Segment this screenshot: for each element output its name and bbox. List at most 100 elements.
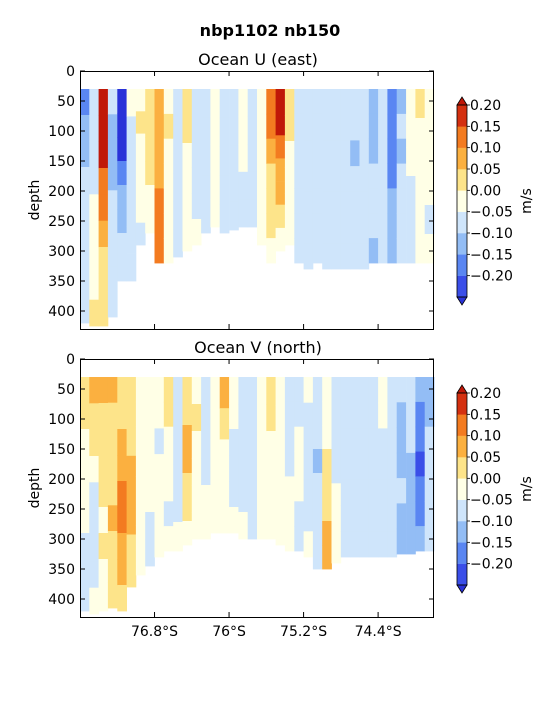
heatmap-cell: [89, 377, 99, 404]
colorbar-segment: [457, 105, 467, 127]
heatmap-cell: [322, 89, 332, 116]
heatmap-cell: [154, 238, 165, 264]
heatmap-cell: [219, 175, 230, 205]
heatmap-cell: [145, 512, 155, 540]
heatmap-cell: [80, 89, 90, 116]
heatmap-cell: [107, 428, 118, 455]
heatmap-cell: [89, 482, 99, 509]
heatmap-cell: [107, 556, 118, 583]
colorbar-tick-label: −0.20: [470, 269, 513, 285]
heatmap-cell: [340, 531, 351, 558]
heatmap-cell: [163, 426, 174, 452]
colorbar-tick-label: 0.15: [470, 407, 501, 423]
heatmap-cell: [182, 473, 193, 498]
colorbar-tick-label: 0.00: [470, 471, 501, 487]
heatmap-cell: [322, 425, 332, 450]
heatmap-cell: [247, 199, 258, 228]
heatmap-cell: [275, 135, 286, 159]
heatmap-cell: [387, 402, 398, 429]
heatmap-cell: [98, 481, 109, 508]
heatmap-cell: [415, 501, 426, 527]
heatmap-cell: [257, 377, 267, 405]
heatmap-cell: [219, 501, 230, 534]
heatmap-cell: [275, 517, 286, 546]
heatmap-cell: [275, 405, 286, 434]
heatmap-cell: [89, 403, 99, 430]
heatmap-cell: [247, 377, 258, 405]
heatmap-cell: [378, 454, 388, 481]
heatmap-cell: [107, 377, 118, 404]
heatmap-cell: [80, 403, 90, 430]
heatmap-cell: [322, 473, 332, 498]
heatmap-cell: [331, 377, 342, 404]
colorbar-segment: [457, 190, 467, 212]
heatmap-cell: [107, 114, 118, 140]
heatmap-cell: [191, 377, 202, 405]
plot-frame: [80, 359, 434, 618]
colorbar-segment: [457, 478, 467, 500]
heatmap-cell: [387, 428, 398, 455]
heatmap-cell: [396, 138, 407, 164]
heatmap-cell: [191, 115, 202, 142]
heatmap-cell: [424, 451, 435, 477]
heatmap-cell: [303, 217, 314, 244]
heatmap-cell: [107, 89, 118, 115]
heatmap-cell: [80, 507, 90, 534]
heatmap-cell: [266, 163, 276, 189]
heatmap-cell: [312, 497, 323, 522]
heatmap-cell: [284, 501, 295, 527]
heatmap-cell: [182, 425, 193, 450]
heatmap-cell: [406, 503, 416, 530]
heatmap-cell: [415, 526, 426, 552]
heatmap-cell: [257, 431, 267, 459]
heatmap-cell: [229, 403, 239, 430]
heatmap-cell: [191, 219, 202, 246]
heatmap-cell: [350, 479, 360, 506]
heatmap-cell: [201, 117, 211, 147]
heatmap-cell: [98, 273, 109, 300]
heatmap-cell: [89, 508, 99, 536]
heatmap-cell: [135, 377, 146, 403]
y-tick-label: 350: [48, 274, 75, 290]
heatmap-cell: [415, 377, 426, 403]
heatmap-cell: [173, 201, 183, 230]
heatmap-cell: [154, 188, 165, 214]
heatmap-cell: [396, 113, 407, 140]
heatmap-cell: [368, 238, 379, 264]
heatmap-cell: [359, 402, 370, 429]
heatmap-cell: [396, 188, 407, 214]
heatmap-cell: [368, 113, 379, 140]
heatmap-cell: [247, 458, 258, 486]
heatmap-cell: [80, 245, 90, 272]
heatmap-cell: [303, 531, 314, 558]
panel-title: Ocean V (north): [194, 338, 322, 357]
heatmap-cell: [378, 531, 388, 558]
heatmap-cell: [107, 241, 118, 267]
heatmap-cell: [163, 476, 174, 502]
heatmap-cell: [378, 234, 388, 264]
heatmap-cell: [294, 526, 304, 552]
heatmap-cell: [247, 144, 258, 173]
heatmap-cell: [89, 456, 99, 483]
y-tick-label: 300: [48, 244, 75, 260]
heatmap-cell: [210, 470, 221, 503]
heatmap-cell: [182, 224, 193, 252]
heatmap-cell: [107, 190, 118, 216]
heatmap-cell: [294, 89, 304, 115]
heatmap-cell: [135, 550, 146, 576]
heatmap-cell: [406, 427, 416, 454]
heatmap-cell: [89, 247, 99, 274]
heatmap-cell: [322, 545, 332, 570]
heatmap-cell: [126, 534, 137, 562]
heatmap-cell: [117, 481, 127, 508]
heatmap-cell: [126, 253, 137, 282]
heatmap-cell: [378, 205, 388, 235]
heatmap-cell: [201, 175, 211, 205]
heatmap-cell: [247, 485, 258, 513]
heatmap-cell: [424, 476, 435, 502]
heatmap-cell: [201, 512, 211, 540]
heatmap-cell: [98, 247, 109, 274]
heatmap-cell: [210, 116, 221, 145]
heatmap-cell: [275, 227, 286, 252]
heatmap-cell: [312, 89, 323, 115]
